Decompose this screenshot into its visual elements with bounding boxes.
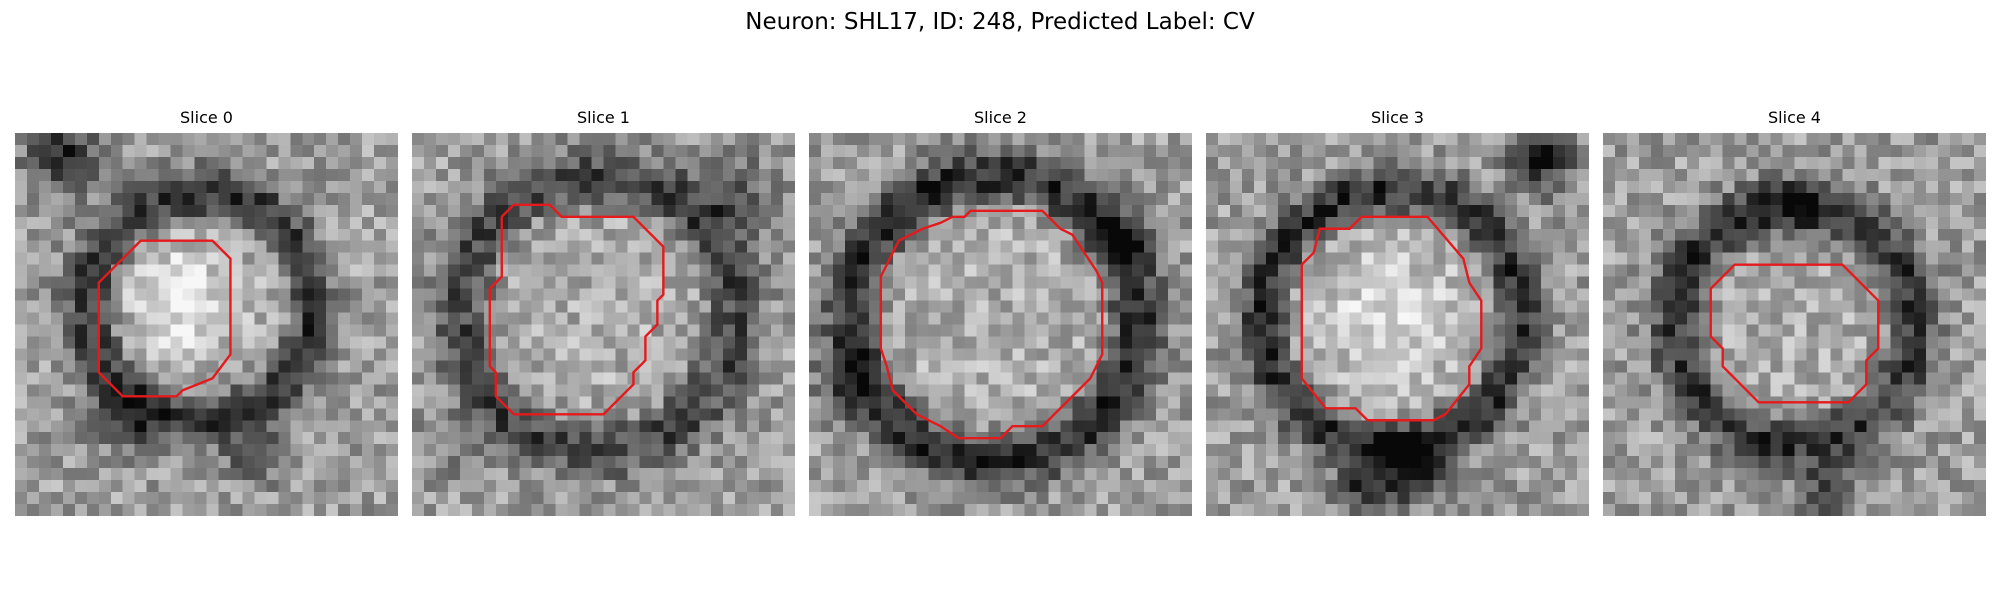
slice-panel-2: Slice 2 xyxy=(809,108,1192,516)
contour-polygon-0 xyxy=(99,241,231,397)
contour-polygon-1 xyxy=(490,205,664,414)
slice-panel-3: Slice 3 xyxy=(1206,108,1589,516)
slice-image-3 xyxy=(1206,133,1589,516)
contour-polygon-3 xyxy=(1302,217,1482,420)
slice-title-4: Slice 4 xyxy=(1768,108,1821,127)
slice-image-4 xyxy=(1603,133,1986,516)
figure-title: Neuron: SHL17, ID: 248, Predicted Label:… xyxy=(745,9,1255,35)
contour-polygon-4 xyxy=(1711,265,1879,403)
slice-image-2 xyxy=(809,133,1192,516)
slice-image-0 xyxy=(15,133,398,516)
contour-overlay-1 xyxy=(412,133,795,516)
slice-title-3: Slice 3 xyxy=(1371,108,1424,127)
slice-panel-0: Slice 0 xyxy=(15,108,398,516)
slice-panel-4: Slice 4 xyxy=(1603,108,1986,516)
slice-title-0: Slice 0 xyxy=(180,108,233,127)
contour-overlay-3 xyxy=(1206,133,1589,516)
slice-title-2: Slice 2 xyxy=(974,108,1027,127)
slice-title-1: Slice 1 xyxy=(577,108,630,127)
contour-overlay-2 xyxy=(809,133,1192,516)
slice-image-1 xyxy=(412,133,795,516)
contour-overlay-0 xyxy=(15,133,398,516)
contour-overlay-4 xyxy=(1603,133,1986,516)
slice-panel-1: Slice 1 xyxy=(412,108,795,516)
contour-polygon-2 xyxy=(881,211,1102,438)
